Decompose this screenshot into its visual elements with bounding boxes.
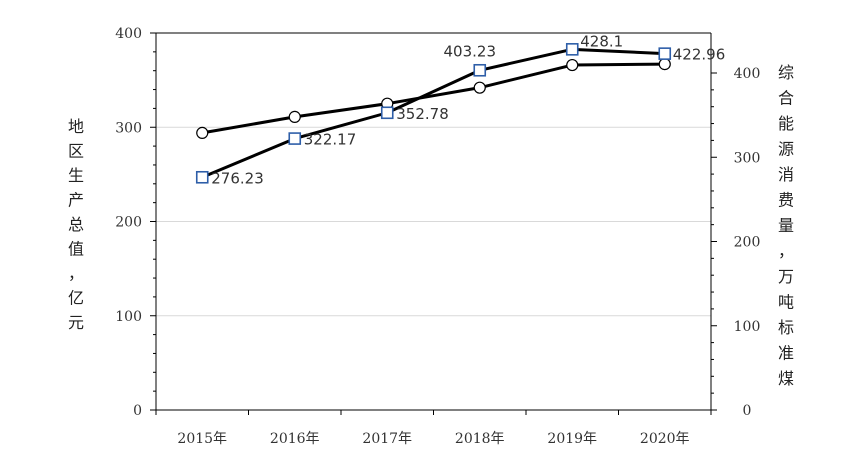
- square-marker: [380, 106, 394, 120]
- data-label: 422.96: [673, 46, 726, 64]
- series-line-circle: [201, 62, 665, 135]
- square-marker: [658, 47, 672, 60]
- series-markers: [195, 43, 672, 184]
- x-tick-label: 2017年: [362, 431, 412, 447]
- left-tick-label: 200: [115, 215, 142, 231]
- axes: [150, 32, 717, 415]
- left-tick-label: 100: [115, 309, 142, 325]
- square-marker: [288, 132, 302, 145]
- square-marker: [195, 170, 209, 184]
- data-label: 403.23: [444, 42, 497, 60]
- left-tick-label: 400: [115, 26, 142, 42]
- circle-marker: [473, 81, 486, 94]
- right-tick-label: 0: [743, 403, 752, 419]
- data-label: 352.78: [396, 105, 449, 123]
- axis-titles: 地区生产总值，亿元 综合能源消费量，万吨标准煤: [68, 63, 794, 388]
- circle-marker: [658, 58, 671, 71]
- series-line-square: [201, 47, 665, 179]
- left-tick-label: 300: [115, 120, 142, 136]
- x-tick-label: 2016年: [270, 431, 320, 447]
- tick-labels: 0 100 200 300 400 0 100 200 300 400 2015年 2016年 2017…: [115, 26, 760, 447]
- circle-marker: [566, 58, 579, 72]
- right-axis-title: 综合能源消费量，万吨标准煤: [778, 63, 794, 388]
- right-tick-label: 300: [734, 150, 761, 166]
- x-tick-label: 2019年: [547, 431, 597, 447]
- right-tick-label: 100: [734, 319, 761, 335]
- right-tick-label: 400: [734, 66, 761, 82]
- left-tick-label: 0: [133, 403, 142, 419]
- x-tick-label: 2018年: [455, 431, 505, 447]
- data-label: 428.1: [580, 32, 623, 50]
- circle-marker: [288, 110, 301, 123]
- square-marker: [473, 63, 487, 77]
- data-label: 276.23: [211, 169, 264, 187]
- x-tick-label: 2020年: [640, 431, 690, 447]
- series-lines: [201, 47, 665, 179]
- data-labels: 276.23 322.17 352.78 403.23 428.1 422.96: [211, 32, 725, 187]
- square-marker: [565, 43, 579, 56]
- left-axis-title: 地区生产总值，亿元: [68, 117, 84, 332]
- data-label: 322.17: [304, 131, 357, 149]
- right-tick-label: 200: [734, 235, 761, 251]
- circle-marker: [196, 126, 209, 140]
- x-tick-label: 2015年: [177, 431, 227, 447]
